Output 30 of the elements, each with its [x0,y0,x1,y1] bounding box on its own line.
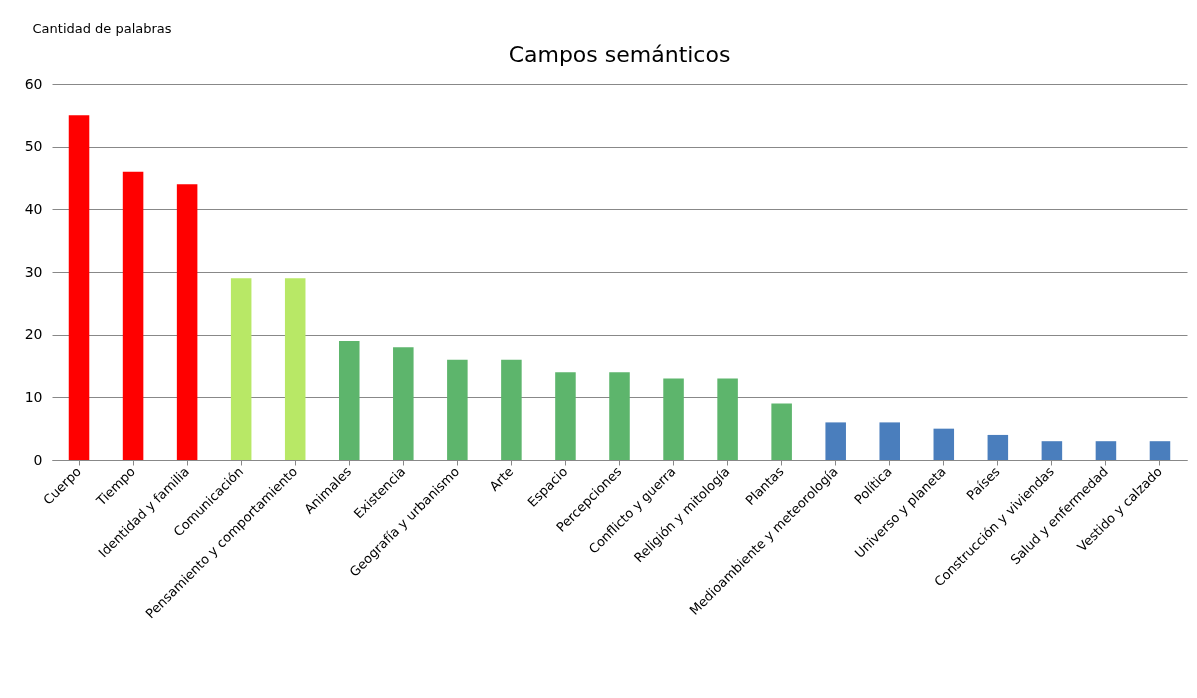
bar [1041,441,1063,460]
bar [609,372,630,460]
bar [1095,441,1117,460]
bar [771,403,792,460]
bar [1149,441,1171,460]
bar [284,278,306,460]
y-tick-label: 0 [33,451,43,468]
bar [879,422,901,460]
y-tick-label: 60 [24,75,43,92]
y-tick-label: 10 [24,388,43,405]
bar [663,378,684,460]
bar [393,347,414,460]
bar [555,372,576,460]
y-tick-label: 40 [24,200,43,217]
y-tick-label: 30 [24,263,43,280]
chart-title: Campos semánticos [508,42,731,67]
bar [122,171,144,460]
bar [230,278,252,460]
y-tick-label: 50 [24,138,43,155]
bar [825,422,846,460]
bar [338,340,360,460]
y-axis-title: Cantidad de palabras [32,20,172,36]
bar [501,359,522,460]
bar [933,428,955,460]
bar [176,184,198,460]
bar [717,378,738,460]
bar [447,359,468,460]
bar [987,434,1009,460]
y-tick-label: 20 [24,326,43,343]
bar [68,115,90,460]
